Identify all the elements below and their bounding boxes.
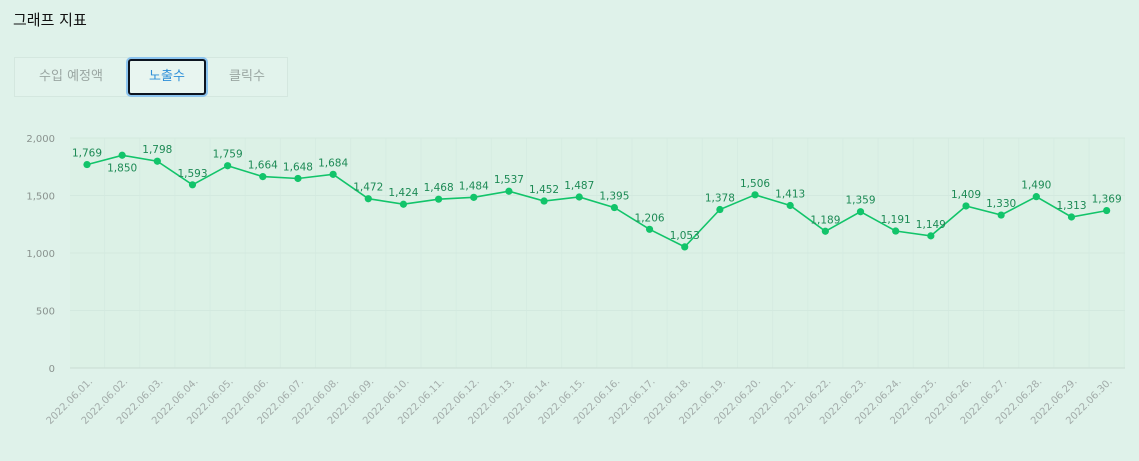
data-point bbox=[786, 201, 794, 210]
data-point bbox=[645, 225, 654, 233]
data-label: 1,206 bbox=[635, 212, 665, 224]
data-point bbox=[821, 227, 829, 235]
data-label: 1,490 bbox=[1021, 180, 1051, 192]
data-label: 1,664 bbox=[248, 160, 278, 172]
data-point bbox=[540, 197, 548, 205]
data-label: 1,053 bbox=[670, 230, 700, 242]
tab-impressions[interactable]: 노출수 bbox=[127, 58, 207, 96]
data-point bbox=[1032, 193, 1040, 201]
data-point bbox=[505, 187, 513, 195]
data-label: 1,759 bbox=[213, 149, 243, 161]
y-tick-label: 2,000 bbox=[26, 134, 55, 145]
y-tick-label: 500 bbox=[36, 307, 55, 318]
series-line bbox=[86, 154, 1107, 248]
page-title: 그래프 지표 bbox=[13, 11, 87, 29]
data-point bbox=[470, 193, 478, 201]
data-point bbox=[1103, 206, 1111, 215]
data-point bbox=[259, 173, 267, 181]
data-label: 1,330 bbox=[986, 198, 1016, 210]
data-point bbox=[575, 193, 583, 201]
data-label: 1,472 bbox=[353, 182, 383, 194]
data-point bbox=[716, 205, 724, 214]
data-point bbox=[224, 162, 232, 170]
data-point bbox=[751, 191, 759, 199]
data-label: 1,424 bbox=[388, 187, 418, 199]
data-point bbox=[153, 157, 161, 165]
data-point bbox=[188, 181, 197, 189]
data-label: 1,452 bbox=[529, 184, 559, 196]
data-point bbox=[681, 243, 689, 251]
data-point bbox=[927, 232, 935, 240]
tab-expected-revenue[interactable]: 수입 예정액 bbox=[39, 69, 103, 84]
tab-clicks[interactable]: 클릭수 bbox=[229, 69, 265, 84]
data-label: 1,369 bbox=[1092, 194, 1122, 206]
data-point bbox=[435, 195, 443, 203]
data-label: 1,506 bbox=[740, 178, 770, 190]
data-label: 1,850 bbox=[107, 162, 137, 174]
data-point bbox=[892, 227, 900, 235]
data-point bbox=[364, 195, 372, 203]
data-label: 1,484 bbox=[459, 180, 489, 192]
y-tick-label: 1,500 bbox=[26, 192, 55, 203]
data-label: 1,313 bbox=[1056, 200, 1086, 212]
data-label: 1,537 bbox=[494, 174, 524, 186]
data-point bbox=[856, 208, 865, 216]
data-label: 1,359 bbox=[845, 195, 875, 207]
data-label: 1,769 bbox=[72, 148, 102, 160]
data-point bbox=[1067, 213, 1076, 221]
data-label: 1,648 bbox=[283, 161, 313, 173]
data-point bbox=[610, 203, 619, 212]
data-label: 1,413 bbox=[775, 189, 805, 201]
data-label: 1,684 bbox=[318, 157, 348, 169]
data-label: 1,149 bbox=[916, 219, 946, 231]
data-point bbox=[997, 211, 1005, 219]
data-point bbox=[962, 202, 970, 210]
data-label: 1,189 bbox=[810, 214, 840, 226]
data-label: 1,487 bbox=[564, 180, 594, 192]
data-point bbox=[329, 170, 337, 178]
data-label: 1,798 bbox=[142, 144, 172, 156]
data-point bbox=[83, 160, 91, 169]
data-label: 1,409 bbox=[951, 189, 981, 201]
data-label: 1,395 bbox=[599, 191, 629, 203]
y-tick-label: 0 bbox=[49, 364, 55, 375]
data-label: 1,593 bbox=[177, 168, 207, 180]
y-tick-label: 1,000 bbox=[26, 249, 55, 260]
metric-tab-group: 수입 예정액 노출수 클릭수 bbox=[14, 57, 288, 97]
data-label: 1,468 bbox=[424, 182, 454, 194]
data-point bbox=[294, 174, 302, 183]
data-point bbox=[118, 151, 126, 159]
data-label: 1,191 bbox=[881, 214, 911, 226]
data-label: 1,378 bbox=[705, 193, 735, 205]
data-point bbox=[399, 200, 408, 208]
